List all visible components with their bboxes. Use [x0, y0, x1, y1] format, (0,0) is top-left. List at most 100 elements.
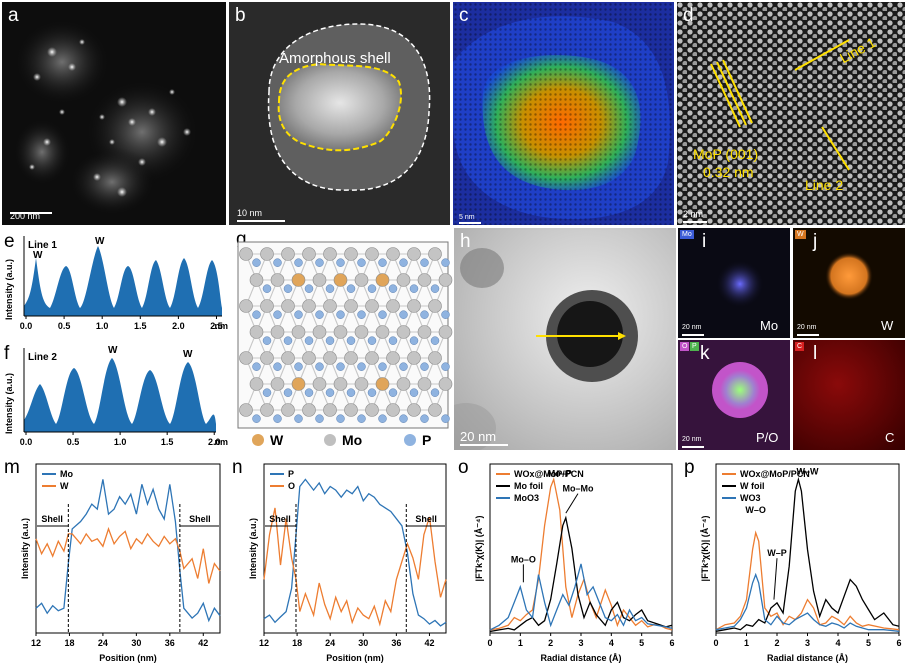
mo-atom: [239, 299, 253, 313]
p-atom: [336, 362, 345, 371]
series-line-o: [263, 507, 447, 627]
x-tick-label: 3: [578, 638, 583, 648]
series-line-moo3: [489, 563, 673, 631]
p-atom: [336, 258, 345, 267]
mo-atom: [312, 377, 327, 391]
mo-atom: [302, 403, 316, 417]
p-atom: [315, 258, 324, 267]
mo-atom: [260, 299, 274, 313]
mo-atom: [333, 325, 348, 339]
p-atom: [273, 414, 282, 423]
p-atom: [357, 362, 366, 371]
p-atom: [273, 362, 282, 371]
legend-mo-label: Mo: [342, 432, 363, 448]
panel-a-nanosheets: [12, 17, 202, 217]
p-atom: [399, 310, 408, 319]
mo-atom: [312, 273, 327, 287]
panel-k-letter: k: [700, 343, 710, 364]
tick-label: 1.5: [161, 437, 174, 447]
shell-label: Shell: [41, 514, 63, 524]
panel-k-po-map: O P k P/O 20 nm: [678, 340, 790, 450]
mo-atom: [260, 403, 274, 417]
mo-atom: [249, 325, 264, 339]
tick-label: 0.0: [20, 321, 33, 331]
mo-atom: [281, 247, 295, 261]
panel-b-letter: b: [235, 5, 246, 26]
p-atom: [273, 310, 282, 319]
panel-d-scale-bar: [683, 221, 707, 223]
p-atom: [388, 284, 398, 293]
p-atom: [430, 284, 440, 293]
d-spacing-label: 0.32 nm: [703, 164, 754, 180]
mo-atom: [417, 273, 432, 287]
tick-label: 1.0: [114, 437, 127, 447]
panel-o-letter: o: [458, 457, 469, 478]
panel-g-letter: g: [236, 229, 247, 250]
panel-d-scale-label: 2 nm: [683, 209, 704, 219]
mo-atom: [239, 247, 253, 261]
mo-atom: [281, 351, 295, 365]
panel-o-svg: 0 1 2 3 4 5 6 Radial distance (Å) |FTk³χ(K)| (Å⁻…: [474, 463, 675, 663]
mo-atom: [386, 403, 400, 417]
panel-k-tag-o: O: [680, 342, 690, 351]
x-tick-label: 18: [64, 638, 74, 648]
w-atom: [375, 377, 390, 391]
mo-atom: [354, 273, 369, 287]
panel-e-line-profile: e Intensity (a.u.) Line 1 W W 0.0 0.5 1.0 1…: [0, 228, 232, 340]
mo-atom: [354, 377, 369, 391]
mo-atom: [323, 351, 337, 365]
p-atom: [252, 414, 261, 423]
x-tick-label: 12: [259, 638, 269, 648]
panel-f-ylabel: Intensity (a.u.): [4, 373, 14, 434]
mo-atom: [249, 273, 264, 287]
x-tick-label: 42: [424, 638, 434, 648]
series-line-mo: [35, 479, 221, 623]
p-atom: [399, 258, 408, 267]
p-atom: [430, 388, 440, 397]
panel-h-particle: [454, 228, 676, 450]
mo-atom: [302, 299, 316, 313]
panel-k-scale-bar: [682, 446, 704, 448]
x-tick-label: 5: [639, 638, 644, 648]
p-atom: [252, 258, 261, 267]
p-atom: [420, 310, 429, 319]
panel-c-scale-label: 5 nm: [459, 214, 475, 221]
p-atom: [378, 414, 387, 423]
panel-i-label: Mo: [760, 318, 779, 333]
p-atom: [367, 388, 377, 397]
p-atom: [420, 362, 429, 371]
x-axis-label: Radial distance (Å): [540, 653, 621, 663]
mo-atom: [396, 273, 411, 287]
mo-atom: [407, 247, 421, 261]
panel-m-letter: m: [4, 457, 20, 478]
p-atom: [262, 336, 272, 345]
p-atom: [346, 284, 356, 293]
mo-atom: [302, 247, 316, 261]
mo-atom: [428, 351, 442, 365]
p-atom: [273, 258, 282, 267]
p-atom: [346, 336, 356, 345]
panel-h-letter: h: [460, 231, 471, 252]
p-atom: [430, 336, 440, 345]
p-atom: [262, 284, 272, 293]
panel-f-line-profile: f Intensity (a.u.) Line 2 W W 0.0 0.5 1.0 1…: [0, 340, 232, 455]
legend-label: W foil: [740, 481, 765, 491]
p-atom: [441, 310, 450, 319]
panel-a-scale-label: 200 nm: [10, 211, 41, 221]
p-atom: [378, 258, 387, 267]
legend-label: Mo foil: [514, 481, 543, 491]
mo-atom: [239, 403, 253, 417]
x-tick-label: 0: [713, 638, 718, 648]
shell-label: Shell: [269, 514, 291, 524]
legend-w-marker: [252, 434, 264, 446]
mo-atom: [281, 299, 295, 313]
series-line-w: [35, 526, 221, 584]
panel-j-letter: j: [813, 231, 818, 252]
panel-e-peak-w1: W: [33, 250, 43, 261]
p-atom: [399, 362, 408, 371]
panel-p-svg: 0 1 2 3 4 5 6 Radial distance (Å) |FTk³χ(K)| (Å⁻…: [700, 463, 902, 663]
mo-atom: [396, 325, 411, 339]
legend-w-label: W: [270, 432, 284, 448]
p-atom: [252, 362, 261, 371]
p-atom: [262, 388, 272, 397]
